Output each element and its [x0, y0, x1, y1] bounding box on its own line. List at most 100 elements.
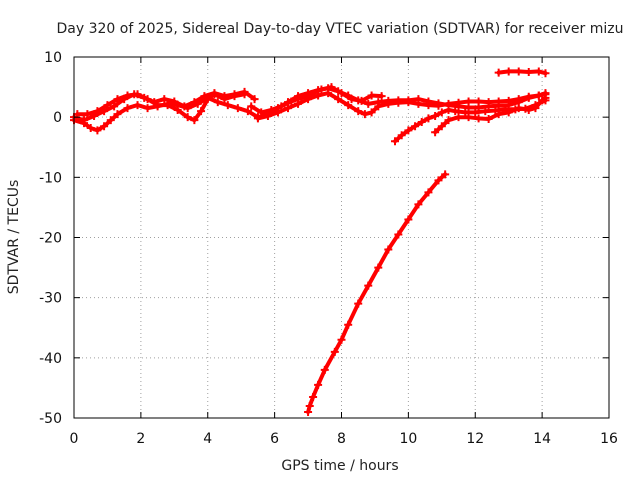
data-point: [273, 108, 282, 117]
data-point: [494, 97, 503, 106]
data-point: [210, 90, 219, 99]
y-tick-label: -10: [39, 170, 62, 186]
data-point: [484, 98, 493, 107]
data-point: [133, 101, 142, 110]
data-point: [514, 95, 523, 104]
y-tick-label: -30: [39, 291, 62, 307]
data-point: [424, 101, 433, 110]
x-tick-label: 14: [533, 431, 551, 447]
data-point: [524, 105, 533, 114]
data-point: [404, 98, 413, 107]
data-point: [367, 91, 376, 100]
data-point: [357, 96, 366, 105]
data-point: [243, 107, 252, 116]
data-point: [534, 91, 543, 100]
data-point: [133, 90, 142, 99]
y-tick-label: 10: [44, 50, 62, 66]
data-point: [394, 230, 403, 239]
data-point: [233, 104, 242, 113]
data-point: [344, 101, 353, 110]
data-point: [294, 99, 303, 108]
data-point: [320, 365, 329, 374]
data-point: [474, 97, 483, 106]
series-track-4: [247, 83, 386, 117]
data-point: [93, 126, 102, 135]
data-point: [404, 126, 413, 135]
data-point: [334, 95, 343, 104]
data-point: [143, 95, 152, 104]
data-point: [267, 105, 276, 114]
data-point: [213, 98, 222, 107]
data-point: [414, 99, 423, 108]
x-tick-label: 8: [337, 431, 346, 447]
data-point: [240, 90, 249, 99]
data-point: [354, 299, 363, 308]
data-point: [250, 95, 259, 104]
data-point: [384, 99, 393, 108]
data-point: [230, 92, 239, 101]
data-point: [541, 93, 550, 102]
data-point: [123, 91, 132, 100]
tick-marks: 0 2 4 6 8 10 12 14 16 10 0 -10 -20 -30 -40 -50: [39, 50, 618, 447]
y-tick-label: -40: [39, 351, 62, 367]
data-point: [113, 95, 122, 104]
data-point: [110, 102, 119, 111]
data-point: [454, 98, 463, 107]
y-tick-label: 0: [53, 110, 62, 126]
data-point: [314, 380, 323, 389]
data-point: [143, 104, 152, 113]
data-point: [360, 110, 369, 119]
data-point: [444, 116, 453, 125]
data-point: [173, 101, 182, 110]
data-point: [367, 108, 376, 117]
data-point: [451, 107, 460, 116]
data-point: [197, 107, 206, 116]
data-point: [263, 111, 272, 120]
x-tick-label: 16: [600, 431, 618, 447]
data-point: [160, 95, 169, 104]
data-point: [153, 102, 162, 111]
data-point: [86, 123, 95, 132]
data-point: [464, 97, 473, 106]
x-tick-label: 10: [399, 431, 417, 447]
data-point: [417, 117, 426, 126]
data-point: [193, 99, 202, 108]
data-point: [484, 114, 493, 123]
data-point: [253, 114, 262, 123]
data-point: [344, 320, 353, 329]
y-tick-label: -50: [39, 411, 62, 427]
data-point: [377, 92, 386, 101]
data-point: [247, 102, 256, 111]
data-point: [163, 99, 172, 108]
data-point: [524, 68, 533, 77]
data-point: [223, 101, 232, 110]
data-point: [541, 69, 550, 78]
data-point: [317, 85, 326, 94]
x-tick-label: 0: [70, 431, 79, 447]
data-point: [287, 97, 296, 106]
data-point: [414, 200, 423, 209]
y-axis-label: SDTVAR / TECUs: [6, 180, 22, 295]
data-point: [100, 122, 109, 131]
series-track: [306, 172, 448, 414]
x-tick-label: 4: [203, 431, 212, 447]
data-point: [454, 113, 463, 122]
data-point: [103, 101, 112, 110]
data-point: [514, 67, 523, 76]
data-point: [203, 93, 212, 102]
data-point: [474, 114, 483, 123]
data-point: [397, 131, 406, 140]
series-track-9: [304, 170, 450, 416]
data-point: [431, 111, 440, 120]
data-point: [437, 122, 446, 131]
data-point: [394, 98, 403, 107]
data-point: [464, 113, 473, 122]
data-point: [437, 108, 446, 117]
data-point: [494, 110, 503, 119]
data-point: [93, 107, 102, 116]
data-point: [374, 263, 383, 272]
data-point: [220, 95, 229, 104]
data-point: [354, 107, 363, 116]
